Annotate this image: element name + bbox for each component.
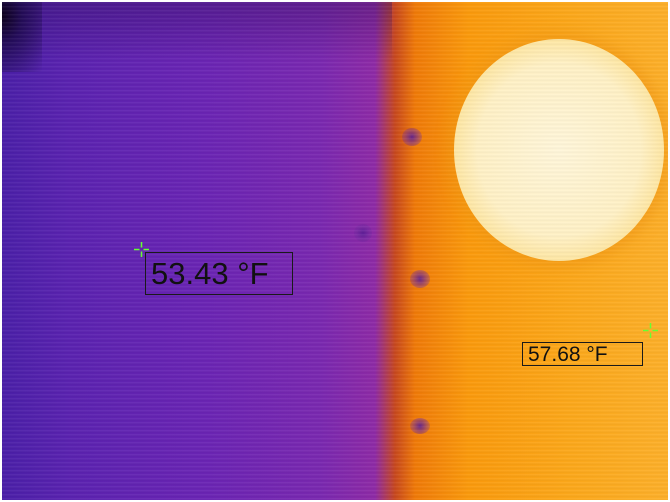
- cool-spot: [402, 128, 422, 146]
- cool-spot: [410, 270, 430, 288]
- crosshair-icon[interactable]: [643, 323, 658, 338]
- cool-spot: [354, 224, 372, 242]
- temperature-reading-right: 57.68 °F: [522, 342, 643, 366]
- crosshair-icon[interactable]: [134, 242, 149, 257]
- hot-disk-object: [454, 39, 664, 261]
- temperature-reading-left: 53.43 °F: [145, 252, 293, 295]
- cold-corner: [2, 2, 42, 72]
- cold-edge-shade: [2, 2, 392, 62]
- cool-spot: [410, 418, 430, 434]
